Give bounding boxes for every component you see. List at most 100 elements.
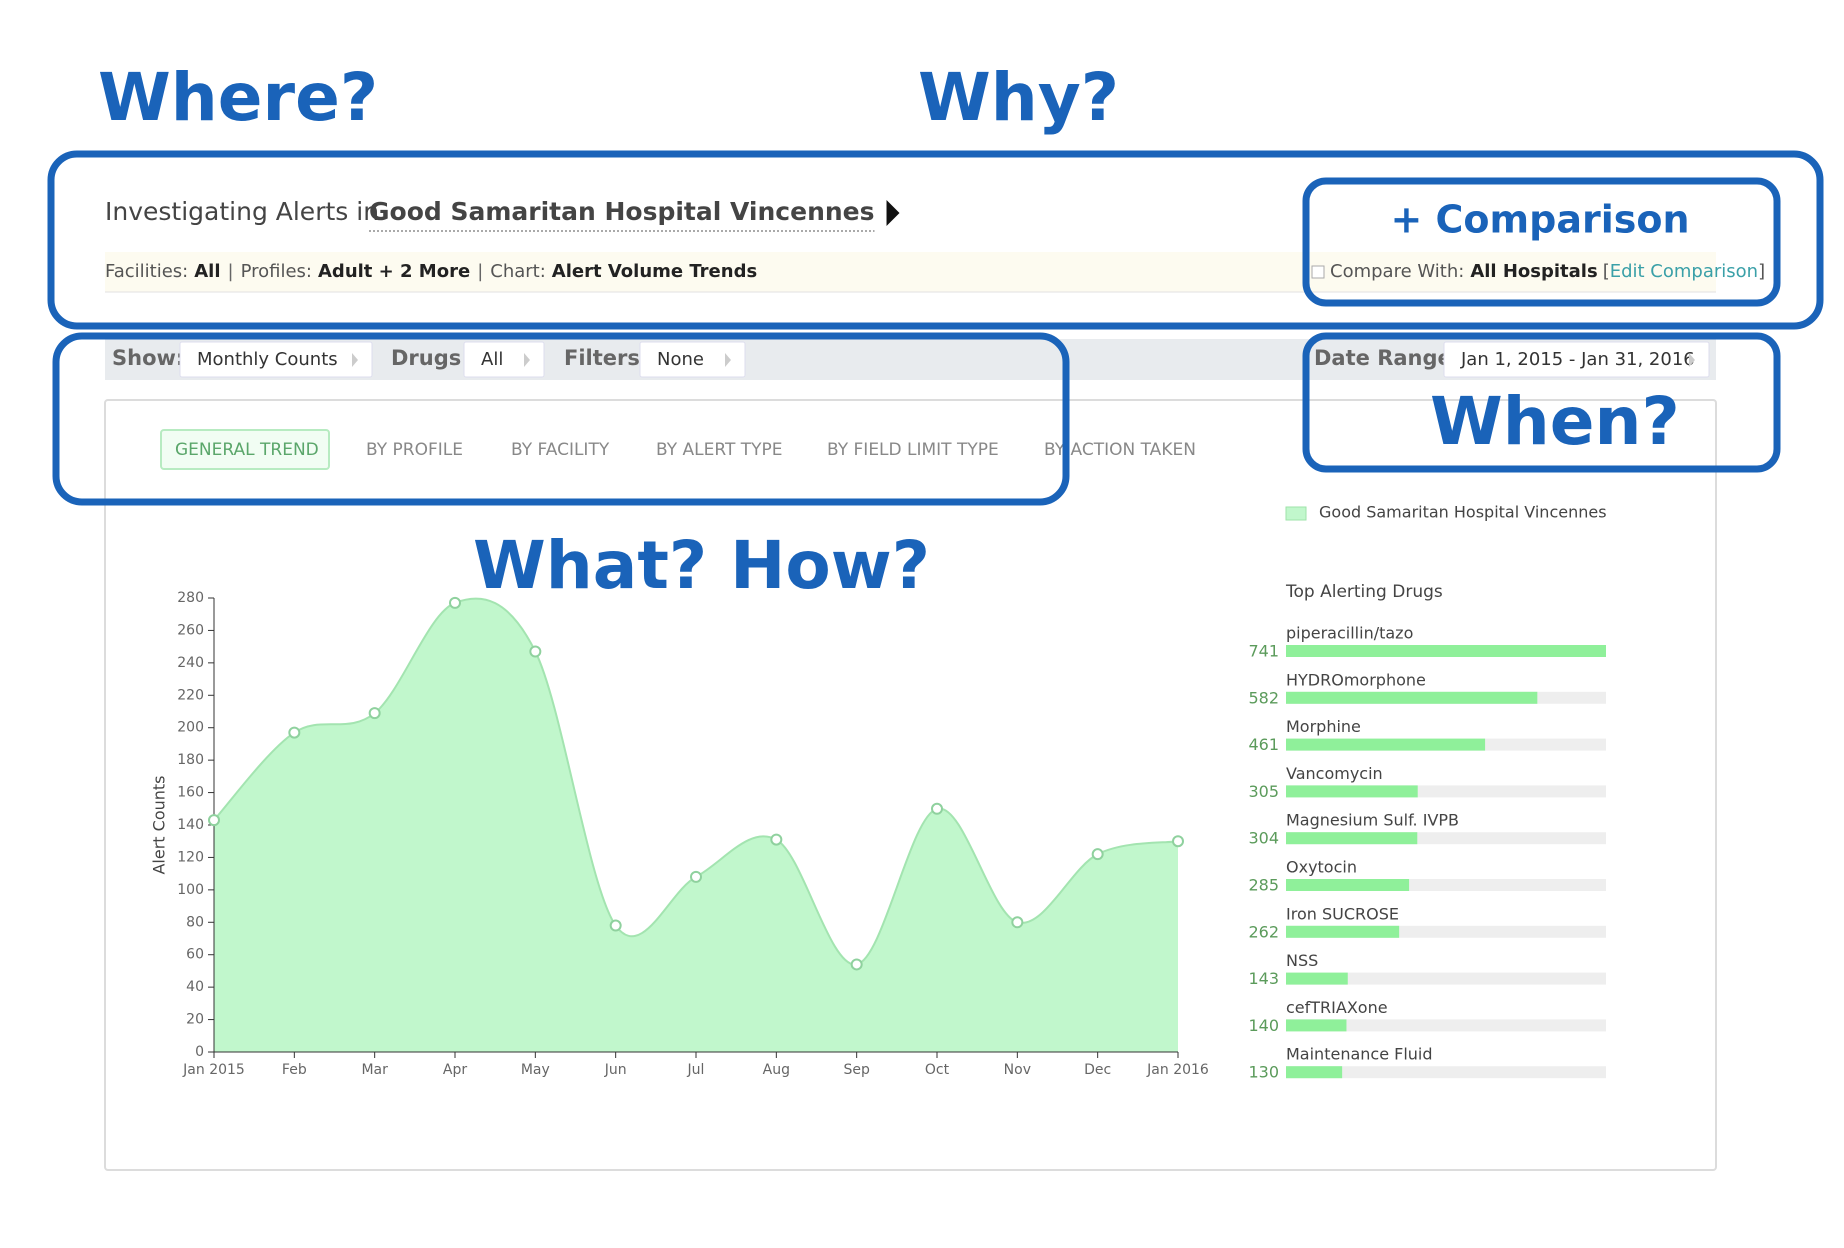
x-tick-label: Sep: [843, 1062, 870, 1078]
y-tick-label: 180: [177, 752, 204, 768]
legend-label: Good Samaritan Hospital Vincennes: [1319, 503, 1607, 522]
hospital-link[interactable]: Good Samaritan Hospital Vincennes: [369, 197, 875, 226]
tab[interactable]: BY FACILITY: [511, 440, 610, 460]
filters-summary: Facilities: All | Profiles: Adult + 2 More | C…: [105, 261, 757, 282]
x-tick-label: Jan 2015: [182, 1062, 245, 1078]
dropdown-arrow: [352, 353, 358, 367]
annotation: Where?: [98, 59, 378, 136]
legend-swatch: [1285, 506, 1307, 521]
x-tick-label: Feb: [282, 1062, 307, 1078]
drug-name: NSS: [1286, 951, 1318, 970]
drug-name: Oxytocin: [1286, 858, 1357, 877]
info-band: [105, 252, 1716, 292]
separator: |: [228, 261, 234, 282]
dropdown-value: All: [481, 349, 503, 370]
point: [770, 833, 783, 846]
drug-name: cefTRIAXone: [1286, 998, 1388, 1017]
bar-value: 305: [1248, 782, 1279, 801]
bar: [1286, 691, 1538, 704]
tab[interactable]: BY PROFILE: [366, 440, 463, 460]
filter-value: Alert Volume Trends: [552, 261, 757, 282]
point: [449, 596, 461, 609]
y-tick-label: 260: [177, 622, 204, 638]
point: [368, 707, 381, 720]
point: [1091, 848, 1104, 861]
drug-name: Iron SUCROSE: [1286, 904, 1399, 923]
y-axis-label: Alert Counts: [150, 775, 169, 874]
bar-value: 262: [1248, 922, 1279, 941]
comparison-button[interactable]: + Comparison: [1390, 198, 1689, 242]
bar: [1286, 925, 1400, 938]
toolbar-label: Filters:: [564, 346, 648, 370]
annotation: Why?: [918, 59, 1119, 136]
compare-value: All Hospitals: [1470, 261, 1597, 282]
x-tick-label: Nov: [1004, 1062, 1031, 1078]
bar: [1286, 1019, 1347, 1032]
edit-link[interactable]: Edit Comparison: [1610, 261, 1758, 282]
drug-name: piperacillin/tazo: [1286, 624, 1413, 643]
x-tick-label: Jun: [604, 1062, 627, 1078]
y-tick-label: 280: [177, 590, 204, 606]
x-tick-label: Mar: [361, 1062, 388, 1078]
dropdown-arrow: [524, 353, 530, 367]
x-tick-label: Dec: [1084, 1062, 1111, 1078]
y-tick-label: 200: [177, 720, 204, 736]
drug-name: Maintenance Fluid: [1286, 1045, 1433, 1064]
point: [1172, 835, 1184, 848]
bar: [1286, 1066, 1343, 1079]
dropdown[interactable]: [639, 341, 746, 378]
point: [609, 919, 622, 932]
dropdown[interactable]: [1443, 341, 1710, 378]
bar: [1286, 738, 1486, 751]
point: [690, 870, 702, 883]
drugs-title: Top Alerting Drugs: [1285, 582, 1443, 602]
bar-value: 130: [1248, 1063, 1279, 1082]
dropdown-value: Monthly Counts: [197, 349, 338, 370]
tab[interactable]: BY ACTION TAKEN: [1044, 440, 1196, 460]
y-tick-label: 0: [195, 1044, 204, 1060]
bar: [1286, 645, 1606, 657]
point: [1011, 916, 1024, 929]
dropdown-arrow: [1689, 353, 1695, 367]
point: [850, 958, 863, 971]
point: [529, 645, 542, 658]
tab[interactable]: GENERAL TREND: [175, 440, 319, 460]
active-tab[interactable]: [160, 429, 330, 470]
y-tick-label: 140: [177, 817, 204, 833]
dropdown[interactable]: [463, 341, 545, 378]
y-tick-label: 20: [186, 1012, 204, 1028]
bar-value: 143: [1248, 969, 1279, 988]
x-tick-label: Oct: [925, 1062, 950, 1078]
x-tick-label: Jul: [687, 1062, 705, 1078]
annotation: What? How?: [473, 527, 930, 604]
filter-label: Profiles:: [241, 261, 312, 282]
filter-label: Facilities:: [105, 261, 188, 282]
y-tick-label: 220: [177, 687, 204, 703]
point: [208, 814, 220, 827]
toolbar-label: Show:: [112, 346, 184, 370]
expand-arrow[interactable]: [886, 200, 900, 226]
filter-label: Chart:: [490, 261, 546, 282]
tab[interactable]: BY ALERT TYPE: [656, 440, 783, 460]
point: [288, 726, 301, 739]
x-tick-label: Apr: [443, 1062, 467, 1078]
annotation: When?: [1430, 383, 1680, 460]
dropdown[interactable]: [179, 341, 373, 378]
bar-value: 140: [1248, 1016, 1279, 1035]
dropdown-value: None: [657, 349, 704, 370]
dropdown-arrow: [725, 353, 731, 367]
drug-name: Vancomycin: [1286, 764, 1383, 783]
compare-with: Compare With: All Hospitals [Edit Comparis…: [1330, 261, 1765, 282]
y-tick-label: 60: [186, 947, 204, 963]
compare-checkbox[interactable]: [1311, 265, 1325, 279]
bar-track: [1286, 1066, 1606, 1079]
toolbar-label: Drugs:: [391, 346, 470, 370]
bar-track: [1286, 972, 1606, 985]
bar-track: [1286, 1019, 1606, 1032]
tab[interactable]: BY FIELD LIMIT TYPE: [827, 440, 999, 460]
y-tick-label: 80: [186, 914, 204, 930]
annotation-box: [52, 332, 1070, 506]
y-tick-label: 100: [177, 882, 204, 898]
bar-value: 741: [1248, 642, 1279, 661]
